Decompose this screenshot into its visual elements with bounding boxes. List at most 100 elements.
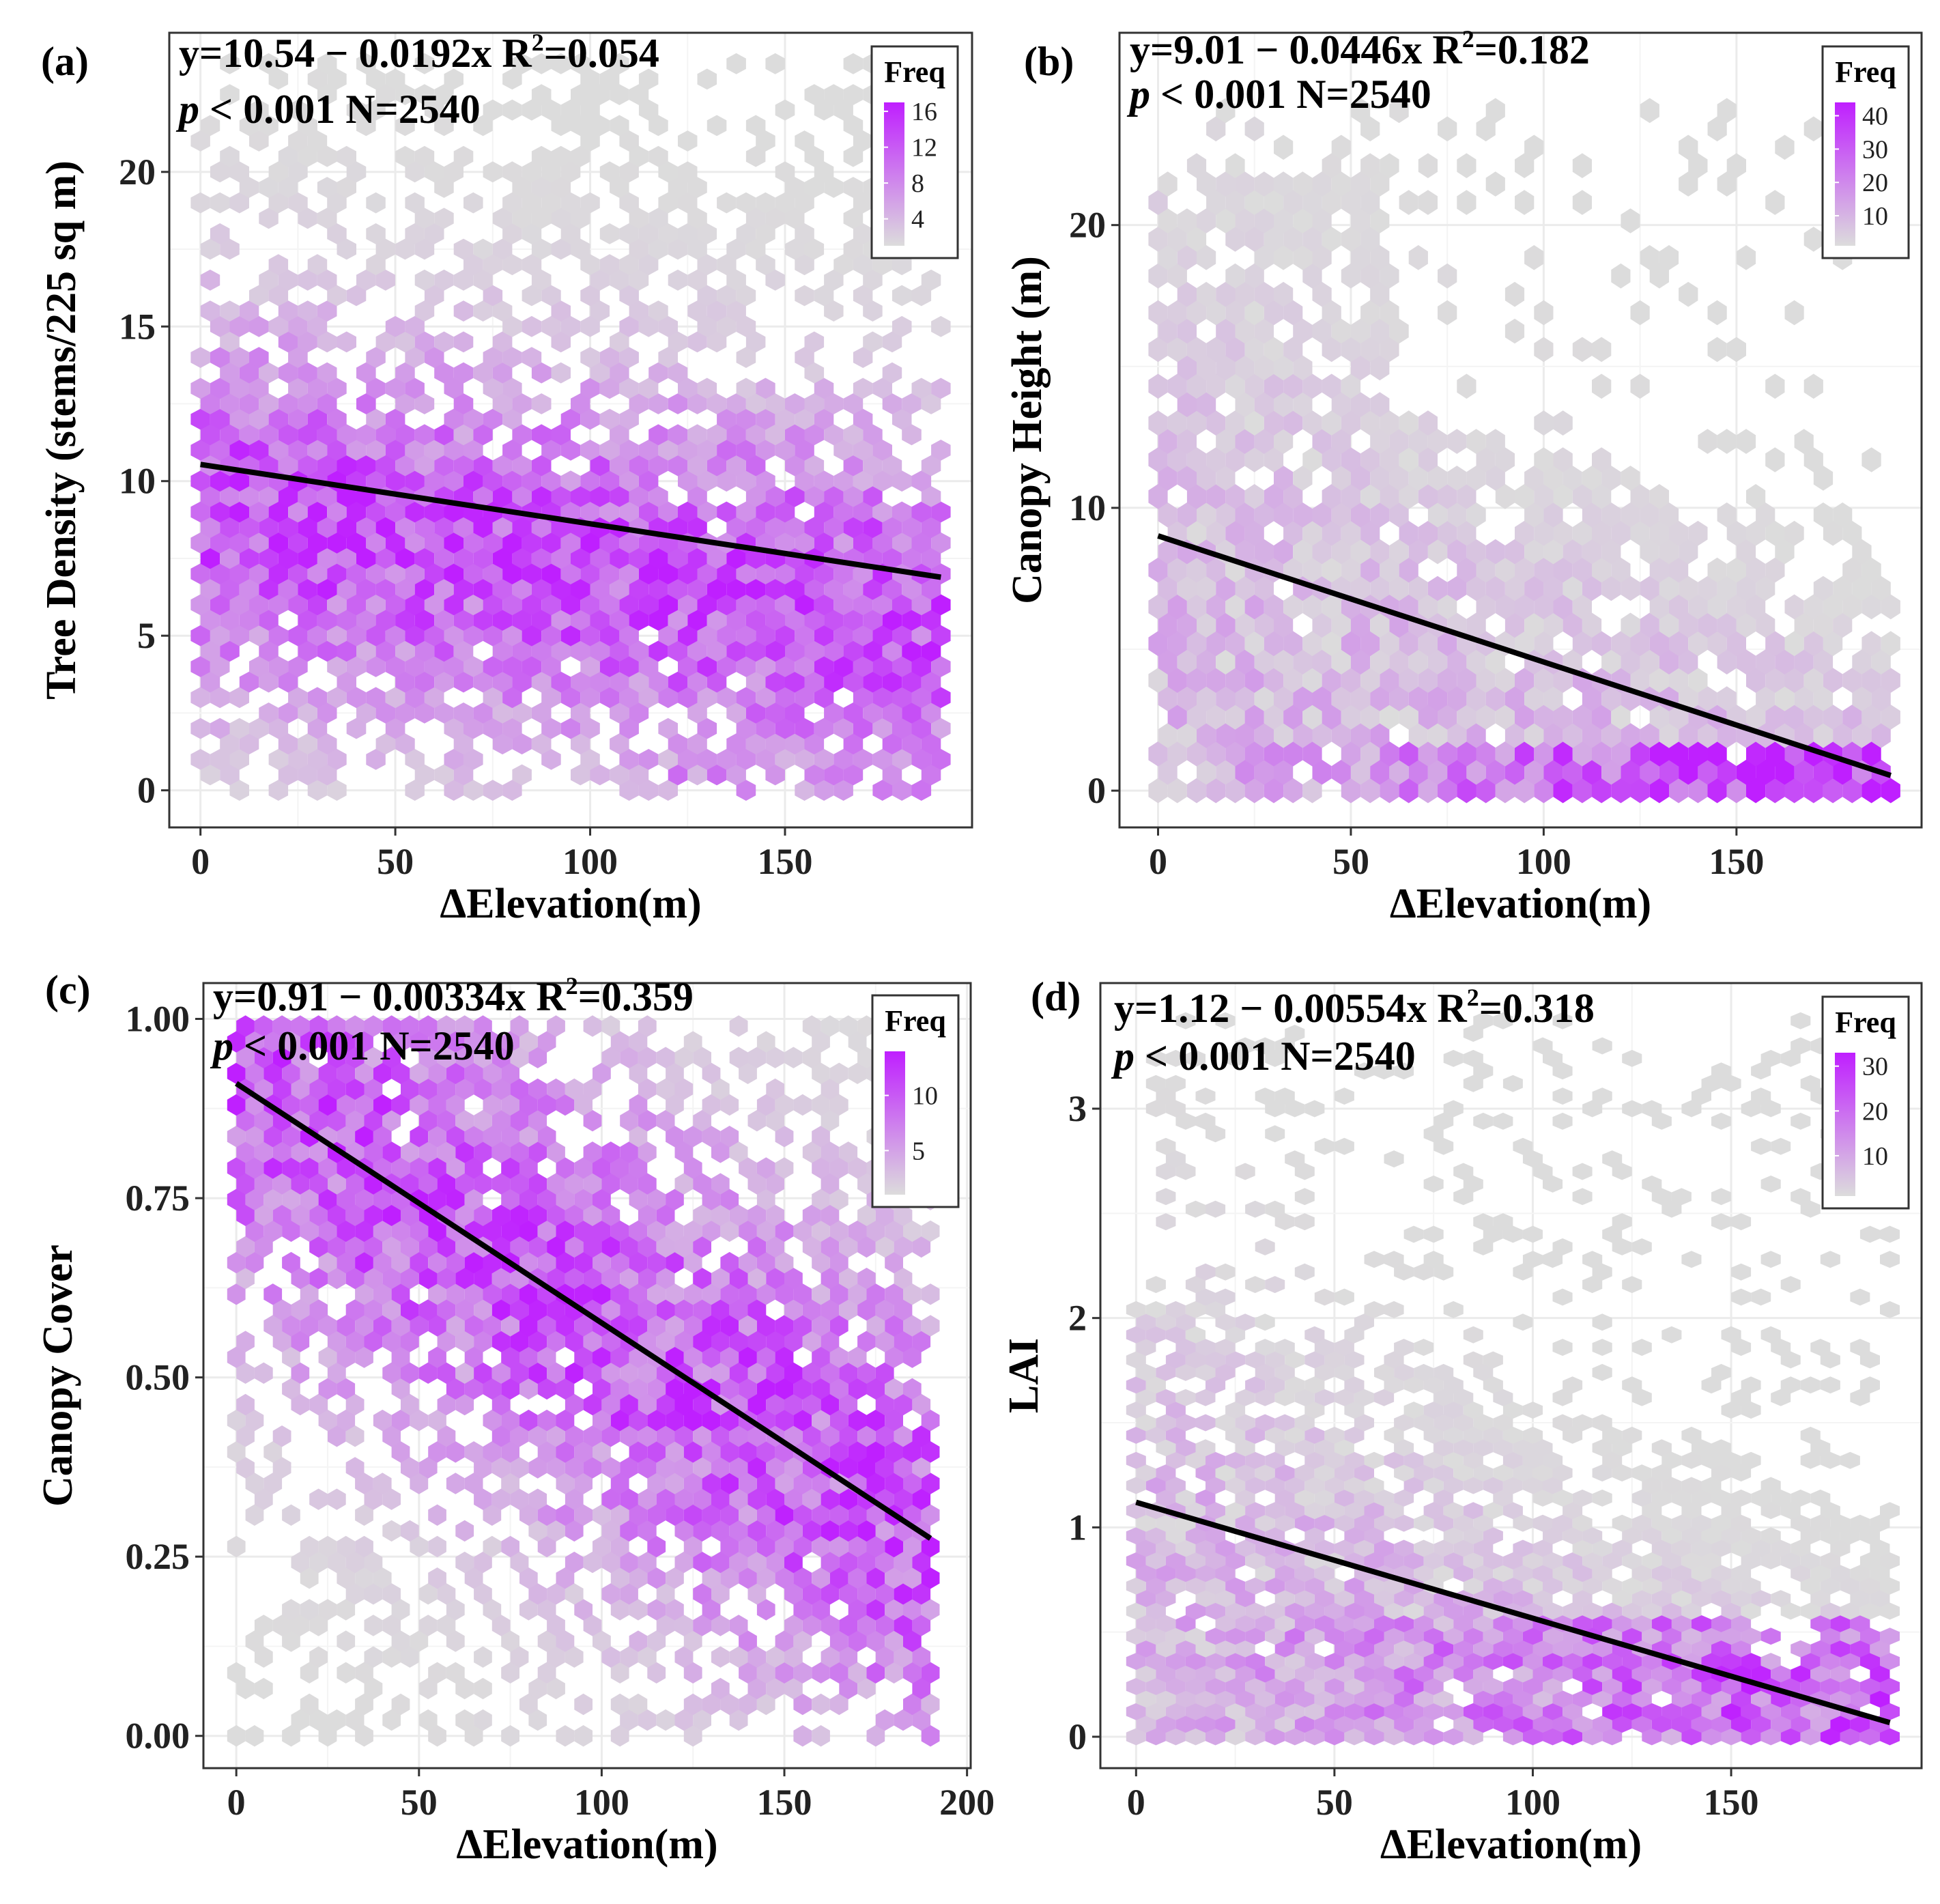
hexbin-cell [1195, 1464, 1216, 1482]
hexbin-cell [483, 1409, 502, 1432]
hexbin-cell [1522, 1552, 1543, 1569]
hexbin-cell [328, 1331, 346, 1352]
hexbin-cell [1850, 1615, 1870, 1632]
hexbin-cell [300, 1220, 319, 1242]
hexbin-cell [656, 1709, 675, 1731]
hexbin-cell [894, 1615, 913, 1636]
hexbin-cell [821, 1425, 840, 1447]
hexbin-cell [291, 1551, 310, 1574]
hexbin-cell [1659, 576, 1679, 601]
hexbin-cell [268, 780, 289, 801]
hexbin-cell [1651, 1539, 1672, 1557]
hexbin-cell [366, 347, 386, 368]
hexbin-cell [1443, 1426, 1464, 1444]
hexbin-cell [1394, 1339, 1414, 1356]
hexbin-cell [775, 1283, 794, 1305]
y-tick-label: 0 [137, 770, 156, 811]
hexbin-cell [785, 733, 805, 755]
hexbin-cell [666, 1409, 684, 1432]
hexbin-cell [1443, 1703, 1464, 1720]
hexbin-cell [428, 1126, 446, 1148]
hexbin-cell [1341, 227, 1361, 252]
hexbin-cell [1466, 649, 1486, 674]
hexbin-cell [210, 749, 230, 770]
hexbin-cell [717, 315, 737, 337]
hexbin-cell [492, 238, 513, 260]
hexbin-cell [1642, 1100, 1662, 1118]
hexbin-cell [1167, 373, 1187, 399]
hexbin-cell [756, 408, 775, 430]
hexbin-cell [848, 1031, 867, 1053]
hexbin-cell [337, 1662, 356, 1683]
p-value-text: p < 0.001 N=2540 [175, 87, 481, 132]
hexbin-cell [1493, 1565, 1513, 1582]
hexbin-cell [1830, 1640, 1851, 1658]
hexbin-cell [1659, 723, 1679, 748]
hexbin-cell [717, 440, 737, 461]
hexbin-cell [547, 1141, 565, 1163]
hexbin-cell [1148, 190, 1168, 215]
hexbin-cell [337, 1062, 356, 1084]
hexbin-cell [463, 656, 483, 677]
hexbin-cell [1285, 1100, 1305, 1118]
hexbin-cell [802, 1047, 821, 1068]
hexbin-cell [375, 424, 396, 446]
hexbin-cell [678, 594, 698, 616]
hexbin-cell [501, 1031, 519, 1053]
hexbin-cell [629, 208, 649, 229]
hexbin-cell [693, 1583, 711, 1605]
hexbin-cell [1344, 1402, 1365, 1419]
hexbin-cell [1235, 392, 1255, 417]
hexbin-cell [1235, 1539, 1255, 1557]
hexbin-cell [401, 1393, 419, 1416]
hexbin-cell [1504, 759, 1525, 785]
hexbin-cell [824, 517, 844, 539]
hexbin-cell [824, 84, 844, 105]
hexbin-cell [1215, 1716, 1236, 1733]
hexbin-cell [1859, 1653, 1880, 1671]
hexbin-cell [1731, 1288, 1752, 1306]
hexbin-cell [1582, 1251, 1603, 1268]
hexbin-cell [327, 532, 347, 554]
hexbin-cell [1794, 612, 1814, 638]
hexbin-cell [1394, 1665, 1414, 1683]
hexbin-cell [1726, 337, 1746, 363]
hexbin-cell [601, 1331, 620, 1352]
hexbin-cell [355, 1535, 373, 1558]
hexbin-cell [236, 1362, 255, 1384]
hexbin-cell [318, 1346, 337, 1368]
hexbin-cell [519, 1094, 538, 1116]
hexbin-cell [1414, 1716, 1434, 1733]
hexbin-cell [1671, 1615, 1692, 1632]
hexbin-cell [1136, 1363, 1156, 1381]
hexbin-cell [1334, 1439, 1354, 1457]
hexbin-cell [580, 99, 600, 121]
hexbin-cell [1195, 1288, 1216, 1306]
hexbin-cell [547, 1015, 565, 1037]
hexbin-cell [1552, 1339, 1573, 1356]
r2-label: R [502, 31, 532, 76]
hexbin-cell [824, 177, 844, 198]
hexbin-cell [1165, 1075, 1186, 1092]
hexbin-cell [1443, 1100, 1464, 1118]
hexbin-cell [1630, 484, 1650, 509]
hexbin-cell [1350, 171, 1371, 197]
hexbin-cell [551, 238, 571, 260]
hexbin-cell [911, 717, 932, 739]
hexbin-cell [736, 656, 756, 677]
hexbin-cell [1760, 1728, 1781, 1746]
hexbin-cell [220, 486, 240, 507]
hexbin-cell [580, 254, 600, 276]
hexbin-cell [502, 315, 522, 337]
hexbin-cell [268, 656, 289, 677]
hexbin-cell [656, 1488, 675, 1510]
hexbin-cell [337, 640, 356, 662]
hexbin-cell [291, 1362, 310, 1384]
hexbin-cell [1408, 429, 1428, 454]
hexbin-cell [463, 594, 483, 616]
hexbin-cell [560, 192, 581, 214]
hexbin-cell [795, 470, 814, 492]
hexbin-cell [1612, 1665, 1632, 1683]
hexbin-cell [502, 687, 522, 709]
